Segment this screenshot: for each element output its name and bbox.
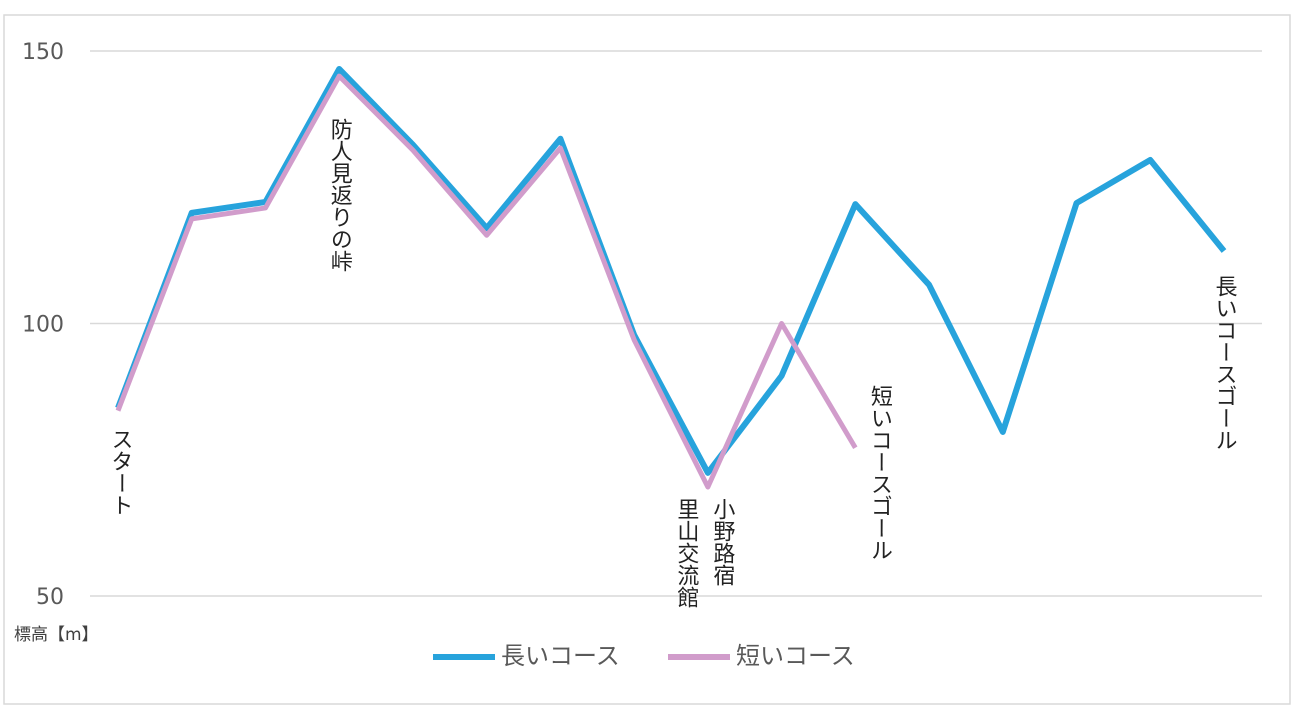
series-line — [115, 65, 1227, 476]
annotation: 小野路宿 — [709, 498, 735, 586]
y-axis-label: 標高【m】 — [14, 625, 99, 645]
legend-label: 長いコース — [501, 642, 620, 670]
y-tick-label: 100 — [22, 313, 64, 338]
annotation: スタート — [108, 428, 133, 516]
y-tick-label: 150 — [22, 40, 64, 65]
legend-label: 短いコース — [736, 642, 855, 670]
annotation: 里山交流館 — [673, 498, 699, 608]
annotation: 長いコースゴール — [1212, 275, 1237, 451]
annotation: 短いコースゴール — [867, 385, 893, 561]
series-line — [115, 73, 858, 490]
y-tick-label: 50 — [36, 585, 64, 610]
annotation: 防人見返りの峠 — [327, 118, 353, 272]
